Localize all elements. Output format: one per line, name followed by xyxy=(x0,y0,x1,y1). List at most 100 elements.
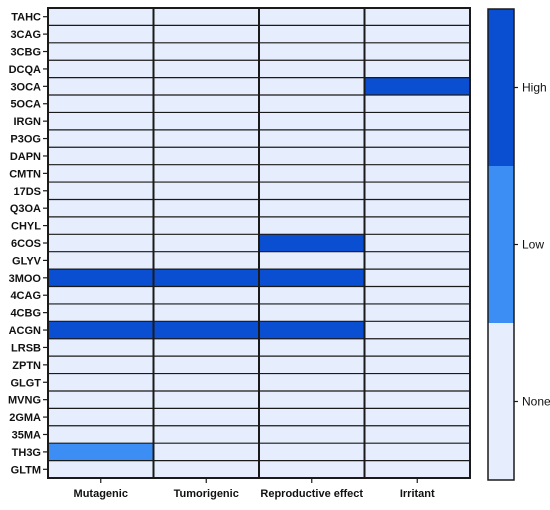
colorbar-segment-none xyxy=(488,323,514,480)
heatmap-cell-17ds-reproductive-effect xyxy=(259,182,365,200)
heatmap-cell-glgt-reproductive-effect xyxy=(259,373,365,391)
x-tick-label-mutagenic: Mutagenic xyxy=(74,488,128,500)
heatmap-cell-4cag-reproductive-effect xyxy=(259,286,365,304)
heatmap-cell-th3g-tumorigenic xyxy=(153,443,259,461)
x-tick-label-irritant: Irritant xyxy=(400,488,435,500)
heatmap-cell-2gma-tumorigenic xyxy=(153,408,259,426)
heatmap-cell-17ds-mutagenic xyxy=(48,182,154,200)
y-tick-label-4cag: 4CAG xyxy=(10,290,41,302)
heatmap-cell-th3g-reproductive-effect xyxy=(259,443,365,461)
y-tick-label-17ds: 17DS xyxy=(13,186,41,198)
heatmap-cell-17ds-tumorigenic xyxy=(153,182,259,200)
heatmap-cell-q3oa-reproductive-effect xyxy=(259,199,365,217)
heatmap-cell-dcqa-irritant xyxy=(364,60,470,78)
heatmap-cell-3cag-tumorigenic xyxy=(153,25,259,43)
y-tick-label-5oca: 5OCA xyxy=(10,99,41,111)
heatmap-cell-zptn-tumorigenic xyxy=(153,356,259,374)
heatmap-cell-3moo-irritant xyxy=(364,269,470,287)
heatmap-cell-mvng-mutagenic xyxy=(48,390,154,409)
heatmap-cell-chyl-reproductive-effect xyxy=(259,216,365,235)
heatmap-cell-glyv-irritant xyxy=(364,251,470,270)
heatmap-cell-3cag-reproductive-effect xyxy=(259,25,365,43)
y-tick-label-cmtn: CMTN xyxy=(9,168,41,180)
heatmap-cell-chyl-mutagenic xyxy=(48,216,154,235)
y-tick-label-3oca: 3OCA xyxy=(10,81,41,93)
heatmap-cell-6cos-reproductive-effect xyxy=(259,234,365,252)
heatmap-cell-th3g-mutagenic xyxy=(48,443,154,461)
heatmap-cell-3oca-tumorigenic xyxy=(153,77,259,96)
colorbar: High Low None xyxy=(487,8,550,481)
y-tick-label-irgn: IRGN xyxy=(14,116,42,128)
heatmap-cell-dcqa-tumorigenic xyxy=(153,60,259,78)
heatmap-cell-3moo-tumorigenic xyxy=(153,269,259,287)
heatmap-cell-3cbg-reproductive-effect xyxy=(259,42,365,61)
y-tick-label-3cag: 3CAG xyxy=(10,29,41,41)
heatmap-cell-6cos-tumorigenic xyxy=(153,234,259,252)
y-tick-label-gltm: GLTM xyxy=(11,464,41,476)
heatmap-cell-dapn-tumorigenic xyxy=(153,147,259,165)
heatmap-cell-lrsb-reproductive-effect xyxy=(259,338,365,357)
heatmap-cell-4cag-irritant xyxy=(364,286,470,304)
heatmap-cell-2gma-mutagenic xyxy=(48,408,154,426)
heatmap-cell-glyv-tumorigenic xyxy=(153,251,259,270)
heatmap-cell-cmtn-reproductive-effect xyxy=(259,164,365,183)
y-tick-label-dapn: DAPN xyxy=(10,151,41,163)
y-tick-label-4cbg: 4CBG xyxy=(10,308,41,320)
heatmap-cell-zptn-mutagenic xyxy=(48,356,154,374)
y-axis-labels: TAHC 3CAG 3CBG DCQA 3OCA 5OCA IRGN P3OG DAPN CMTN… xyxy=(8,12,48,476)
heatmap-cell-q3oa-tumorigenic xyxy=(153,199,259,217)
heatmap-cell-2gma-irritant xyxy=(364,408,470,426)
heatmap-cell-mvng-reproductive-effect xyxy=(259,390,365,409)
heatmap-cells xyxy=(48,8,470,478)
colorbar-segment-low xyxy=(488,166,514,323)
heatmap-cell-3moo-mutagenic xyxy=(48,269,154,287)
heatmap-cell-5oca-tumorigenic xyxy=(153,95,259,113)
heatmap-cell-acgn-irritant xyxy=(364,321,470,339)
heatmap-cell-irgn-tumorigenic xyxy=(153,112,259,130)
y-tick-label-acgn: ACGN xyxy=(9,325,41,337)
y-tick-label-2gma: 2GMA xyxy=(9,412,41,424)
heatmap-cell-chyl-irritant xyxy=(364,216,470,235)
heatmap-cell-4cag-tumorigenic xyxy=(153,286,259,304)
colorbar-frame xyxy=(487,8,515,481)
y-tick-label-lrsb: LRSB xyxy=(11,342,41,354)
heatmap-cell-gltm-tumorigenic xyxy=(153,460,259,478)
heatmap-cell-acgn-reproductive-effect xyxy=(259,321,365,339)
x-tick-label-reproductive-effect: Reproductive effect xyxy=(260,488,363,500)
heatmap-cell-cmtn-mutagenic xyxy=(48,164,154,183)
heatmap-cell-dapn-irritant xyxy=(364,147,470,165)
heatmap-cell-glgt-tumorigenic xyxy=(153,373,259,391)
heatmap-cell-3oca-mutagenic xyxy=(48,77,154,96)
heatmap-cell-tahc-reproductive-effect xyxy=(259,8,365,26)
heatmap-cell-dcqa-mutagenic xyxy=(48,60,154,78)
y-tick-label-3moo: 3MOO xyxy=(9,273,42,285)
colorbar-label-low: Low xyxy=(522,238,544,252)
heatmap-cell-p3og-reproductive-effect xyxy=(259,129,365,148)
heatmap-cell-3cbg-tumorigenic xyxy=(153,42,259,61)
colorbar-label-none: None xyxy=(522,395,550,409)
heatmap-cell-p3og-mutagenic xyxy=(48,129,154,148)
heatmap-cell-5oca-irritant xyxy=(364,95,470,113)
heatmap-cell-p3og-irritant xyxy=(364,129,470,148)
heatmap-cell-3oca-irritant xyxy=(364,77,470,96)
heatmap-cell-gltm-irritant xyxy=(364,460,470,478)
heatmap-cell-chyl-tumorigenic xyxy=(153,216,259,235)
heatmap-cell-glgt-mutagenic xyxy=(48,373,154,391)
heatmap-cell-mvng-tumorigenic xyxy=(153,390,259,409)
heatmap-cell-lrsb-tumorigenic xyxy=(153,338,259,357)
heatmap-cell-6cos-mutagenic xyxy=(48,234,154,252)
heatmap-cell-35ma-tumorigenic xyxy=(153,425,259,444)
heatmap-cell-lrsb-mutagenic xyxy=(48,338,154,357)
heatmap-cell-gltm-reproductive-effect xyxy=(259,460,365,478)
heatmap-cell-4cbg-tumorigenic xyxy=(153,303,259,322)
x-axis-labels: Mutagenic Tumorigenic Reproductive effect I… xyxy=(74,478,435,500)
heatmap-cell-3cbg-mutagenic xyxy=(48,42,154,61)
heatmap-cell-3cag-mutagenic xyxy=(48,25,154,43)
heatmap-cell-tahc-mutagenic xyxy=(48,8,154,26)
y-tick-label-dcqa: DCQA xyxy=(9,64,41,76)
heatmap-cell-glgt-irritant xyxy=(364,373,470,391)
heatmap-cell-5oca-mutagenic xyxy=(48,95,154,113)
heatmap-cell-tahc-tumorigenic xyxy=(153,8,259,26)
colorbar-label-high: High xyxy=(522,81,547,95)
